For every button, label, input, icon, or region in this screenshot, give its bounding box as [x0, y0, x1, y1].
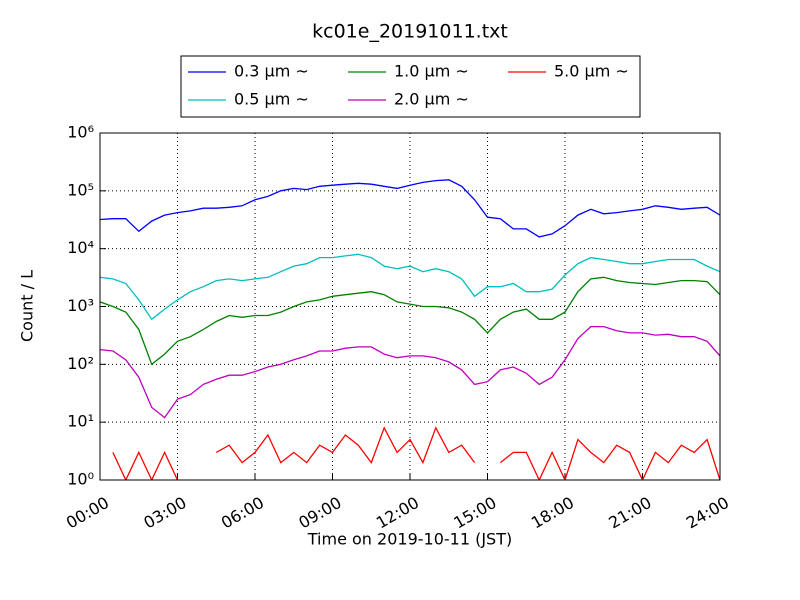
- legend-label: 5.0 μm ~: [554, 62, 629, 81]
- y-tick-label: 10⁴: [67, 238, 94, 257]
- y-tick-label: 10³: [67, 296, 94, 315]
- y-tick-label: 10⁶: [67, 123, 94, 142]
- legend-frame: [180, 55, 641, 118]
- legend-label: 0.3 μm ~: [234, 62, 309, 81]
- y-tick-label: 10⁰: [67, 470, 94, 489]
- y-axis-label: Count / L: [18, 270, 37, 342]
- series-line: [100, 276, 720, 366]
- chart-title: kc01e_20191011.txt: [312, 21, 508, 43]
- y-tick-label: 10²: [67, 354, 94, 373]
- legend-label: 1.0 μm ~: [394, 62, 469, 81]
- legend-label: 2.0 μm ~: [394, 90, 469, 109]
- series-line: [100, 325, 720, 419]
- plot-frame: [99, 132, 721, 481]
- y-tick-label: 10⁵: [67, 180, 94, 199]
- x-axis-label: Time on 2019-10-11 (JST): [307, 530, 512, 549]
- series-line: [112, 426, 720, 480]
- legend-label: 0.5 μm ~: [234, 90, 309, 109]
- legend: 0.3 μm ~ 0.5 μm ~ 1.0 μm ~ 2.0 μm ~ 5.0 μm ~: [180, 55, 641, 118]
- y-tick-label: 10¹: [67, 412, 94, 431]
- series-line: [100, 179, 720, 238]
- series-line: [100, 253, 720, 321]
